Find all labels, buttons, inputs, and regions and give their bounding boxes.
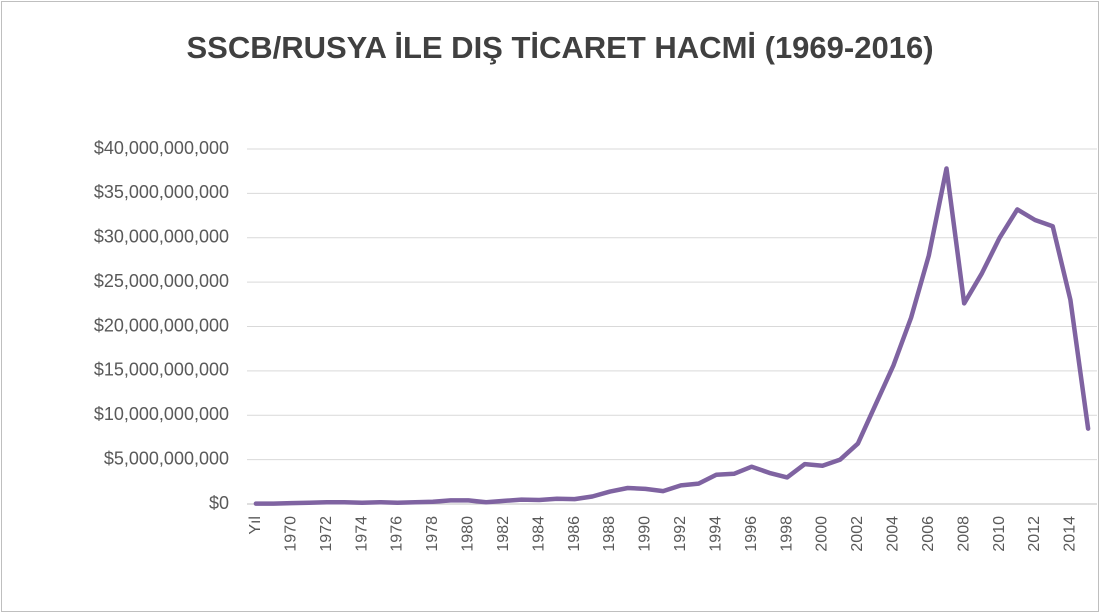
x-tick-label: Yıl xyxy=(247,516,264,535)
y-tick-label: $35,000,000,000 xyxy=(94,182,229,202)
x-tick-label: 2000 xyxy=(814,516,831,552)
y-tick-label: $25,000,000,000 xyxy=(94,271,229,291)
x-tick-label: 1974 xyxy=(353,516,370,552)
x-tick-label: 1990 xyxy=(637,516,654,552)
x-tick-label: 2004 xyxy=(885,516,902,552)
x-tick-label: 1980 xyxy=(460,516,477,552)
x-tick-label: 1998 xyxy=(778,516,795,552)
x-tick-label: 1982 xyxy=(495,516,512,552)
x-tick-label: 1994 xyxy=(707,516,724,552)
x-tick-label: 1996 xyxy=(743,516,760,552)
y-tick-label: $15,000,000,000 xyxy=(94,360,229,380)
x-tick-label: 1972 xyxy=(318,516,335,552)
x-tick-label: 1976 xyxy=(389,516,406,552)
x-tick-label: 1992 xyxy=(672,516,689,552)
x-tick-label: 2002 xyxy=(849,516,866,552)
x-tick-label: 2008 xyxy=(955,516,972,552)
y-tick-label: $0 xyxy=(209,493,229,513)
x-tick-label: 1986 xyxy=(566,516,583,552)
y-tick-label: $40,000,000,000 xyxy=(94,138,229,158)
y-tick-label: $30,000,000,000 xyxy=(94,227,229,247)
x-tick-label: 1970 xyxy=(282,516,299,552)
x-tick-label: 2010 xyxy=(991,516,1008,552)
x-tick-label: 1988 xyxy=(601,516,618,552)
line xyxy=(253,166,1091,506)
chart-title: SSCB/RUSYA İLE DIŞ TİCARET HACMİ (1969-2… xyxy=(186,30,933,65)
x-tick-label: 2014 xyxy=(1062,516,1079,552)
x-tick-label: 1984 xyxy=(530,516,547,552)
y-tick-label: $5,000,000,000 xyxy=(104,448,229,468)
x-tick-label: 2006 xyxy=(920,516,937,552)
x-tick-label: 2012 xyxy=(1026,516,1043,552)
y-tick-label: $10,000,000,000 xyxy=(94,404,229,424)
y-tick-label: $20,000,000,000 xyxy=(94,315,229,335)
x-tick-label: 1978 xyxy=(424,516,441,552)
